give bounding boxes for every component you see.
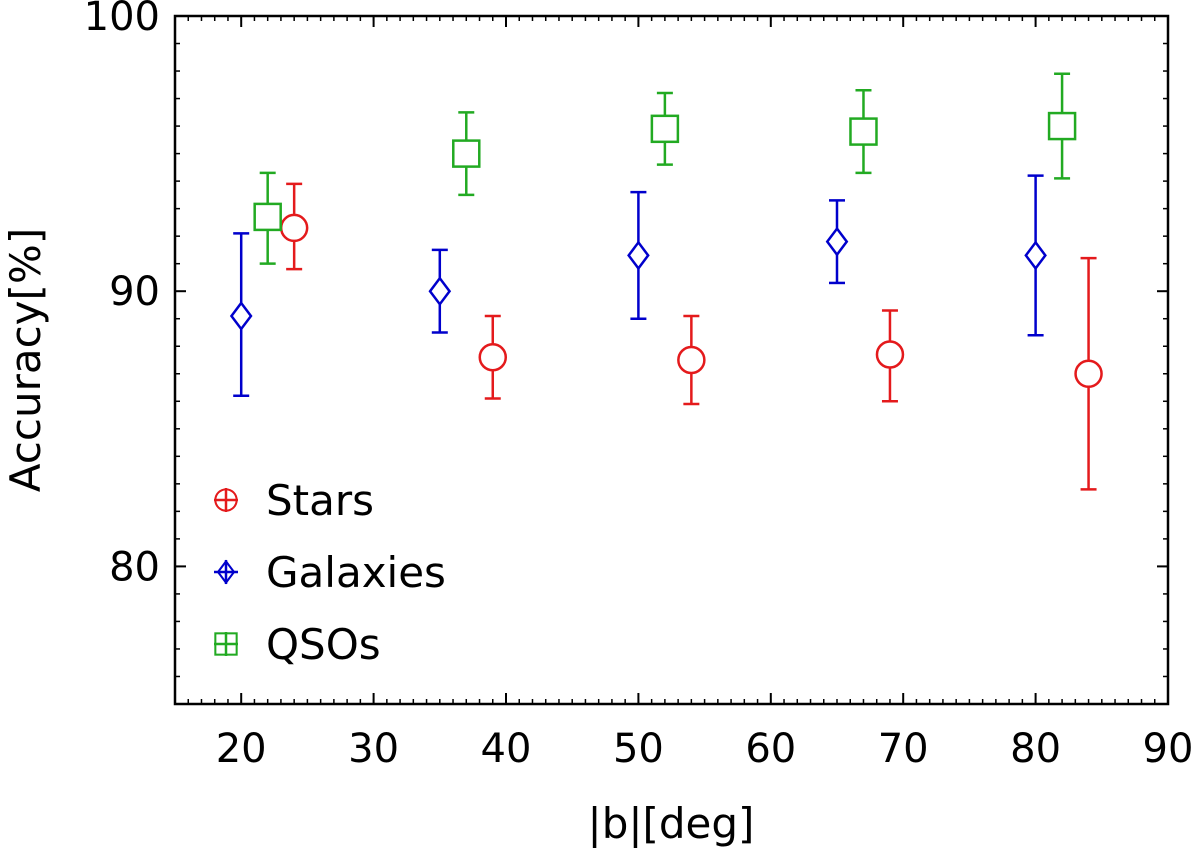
legend-marker bbox=[214, 488, 238, 512]
data-point bbox=[825, 226, 849, 257]
legend-entry-stars: Stars bbox=[214, 476, 374, 525]
data-point bbox=[253, 202, 282, 232]
legend-label: QSOs bbox=[266, 620, 381, 669]
y-tick-label: 90 bbox=[109, 269, 160, 315]
data-point bbox=[428, 276, 452, 307]
data-point bbox=[1047, 111, 1077, 141]
data-point bbox=[677, 345, 706, 375]
y-tick-label: 80 bbox=[109, 544, 160, 590]
x-tick-label: 30 bbox=[348, 726, 399, 772]
legend-label: Galaxies bbox=[266, 548, 446, 597]
data-point bbox=[452, 139, 481, 168]
data-point bbox=[849, 117, 878, 146]
y-tick-label: 100 bbox=[84, 0, 160, 40]
x-tick-label: 60 bbox=[745, 726, 796, 772]
series-galaxies bbox=[229, 174, 1047, 398]
data-point bbox=[650, 114, 680, 144]
legend-label: Stars bbox=[266, 476, 374, 525]
legend-entry-galaxies: Galaxies bbox=[214, 548, 446, 597]
legend-marker bbox=[216, 559, 236, 585]
plot-frame bbox=[173, 14, 1170, 706]
data-point bbox=[279, 213, 309, 243]
data-point bbox=[1074, 359, 1103, 389]
x-axis-label: |b|[deg] bbox=[588, 799, 755, 848]
data-point bbox=[1024, 240, 1047, 271]
axes: 20 30 40 50 60 70 80 90 80 90 100 bbox=[84, 0, 1194, 772]
data-point bbox=[229, 300, 253, 332]
x-tick-label: 40 bbox=[481, 726, 532, 772]
series-layer bbox=[229, 72, 1103, 491]
data-point bbox=[627, 240, 650, 271]
data-point bbox=[875, 340, 905, 369]
data-point bbox=[478, 342, 508, 372]
legend-marker bbox=[214, 632, 238, 656]
y-axis-label: Accuracy[%] bbox=[1, 228, 50, 492]
x-tick-label: 90 bbox=[1143, 726, 1194, 772]
x-tick-label: 80 bbox=[1010, 726, 1061, 772]
x-tick-label: 70 bbox=[878, 726, 929, 772]
x-tick-label: 50 bbox=[613, 726, 664, 772]
legend: Stars Galaxies QSOs bbox=[214, 476, 446, 669]
legend-entry-qsos: QSOs bbox=[214, 620, 381, 669]
series-qsos bbox=[253, 72, 1077, 265]
x-tick-label: 20 bbox=[216, 726, 267, 772]
series-stars bbox=[279, 182, 1103, 491]
